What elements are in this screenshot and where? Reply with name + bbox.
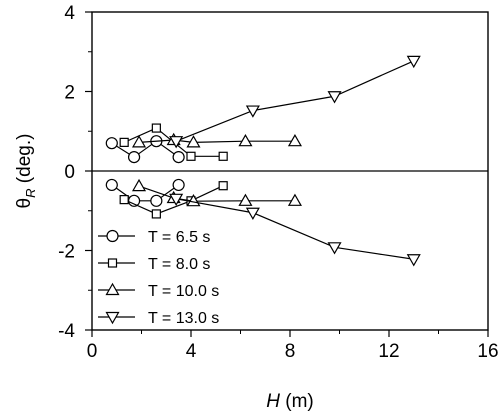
series-layer (105, 55, 421, 267)
data-point (218, 181, 228, 191)
data-point (406, 55, 421, 69)
data-point (105, 137, 118, 150)
data-point (218, 151, 228, 161)
y-axis-unit: (deg.) (14, 134, 35, 189)
legend-marker (105, 282, 120, 296)
y-tick-label: 0 (64, 162, 75, 183)
data-point (150, 194, 163, 207)
axes-layer: 0 4 8 12 16 -4 -2 0 2 4 (58, 3, 498, 362)
legend-marker (107, 258, 118, 268)
x-tick-label: 12 (378, 341, 399, 362)
x-tick-label: 4 (186, 341, 197, 362)
data-point (186, 151, 196, 161)
y-axis-subscript: R (23, 188, 38, 197)
y-tick-label: -2 (58, 242, 75, 263)
y-axis-label: θR (deg.) (14, 134, 38, 209)
legend-item: T = 10.0 s (98, 282, 219, 300)
data-point (238, 133, 253, 147)
x-tick-label: 16 (477, 341, 498, 362)
y-axis-symbol: θ (14, 198, 35, 209)
series-line (138, 139, 295, 143)
x-axis-unit: (m) (280, 391, 314, 412)
x-axis-variable: H (266, 391, 280, 412)
series-line (176, 198, 414, 260)
data-point (245, 207, 260, 220)
y-tick-label: -4 (58, 321, 75, 342)
legend-label: T = 8.0 s (148, 256, 210, 273)
data-point (287, 193, 302, 206)
x-tick-label: 0 (87, 341, 98, 362)
data-point (119, 195, 129, 205)
series-3 (131, 132, 302, 207)
series-line (111, 140, 179, 158)
data-point (327, 242, 342, 255)
data-point (186, 135, 201, 148)
data-point (327, 91, 342, 104)
legend-item: T = 8.0 s (98, 256, 210, 273)
data-point (172, 150, 185, 164)
data-point (245, 105, 260, 118)
axis-labels: H (m) θR (deg.) (14, 134, 314, 412)
legend-item: T = 13.0 s (98, 310, 219, 327)
y-tick-label: 4 (64, 3, 75, 24)
data-point (169, 193, 184, 207)
series-4 (169, 55, 421, 267)
data-point (406, 254, 421, 267)
data-point (287, 133, 302, 147)
data-point (238, 193, 253, 206)
series-line (175, 60, 414, 142)
x-axis-label: H (m) (266, 391, 314, 412)
legend-marker (106, 229, 119, 243)
data-point (169, 136, 184, 149)
legend-label: T = 10.0 s (148, 283, 219, 300)
data-point (172, 178, 185, 192)
legend: T = 6.5 s T = 8.0 s T = 10.0 s T = 13.0 s (98, 229, 219, 327)
data-point (105, 178, 118, 192)
data-point (131, 178, 147, 192)
legend-item: T = 6.5 s (98, 229, 210, 246)
legend-label: T = 13.0 s (148, 310, 219, 327)
legend-label: T = 6.5 s (148, 229, 210, 246)
data-point (119, 137, 129, 147)
x-tick-label: 8 (285, 341, 296, 362)
data-point (151, 209, 161, 219)
y-tick-label: 2 (64, 83, 75, 104)
legend-marker (105, 311, 120, 325)
series-line (111, 184, 179, 202)
data-point (131, 135, 147, 148)
data-point (127, 150, 141, 164)
series-1 (105, 135, 185, 207)
data-point (151, 123, 161, 133)
series-line (123, 185, 224, 215)
